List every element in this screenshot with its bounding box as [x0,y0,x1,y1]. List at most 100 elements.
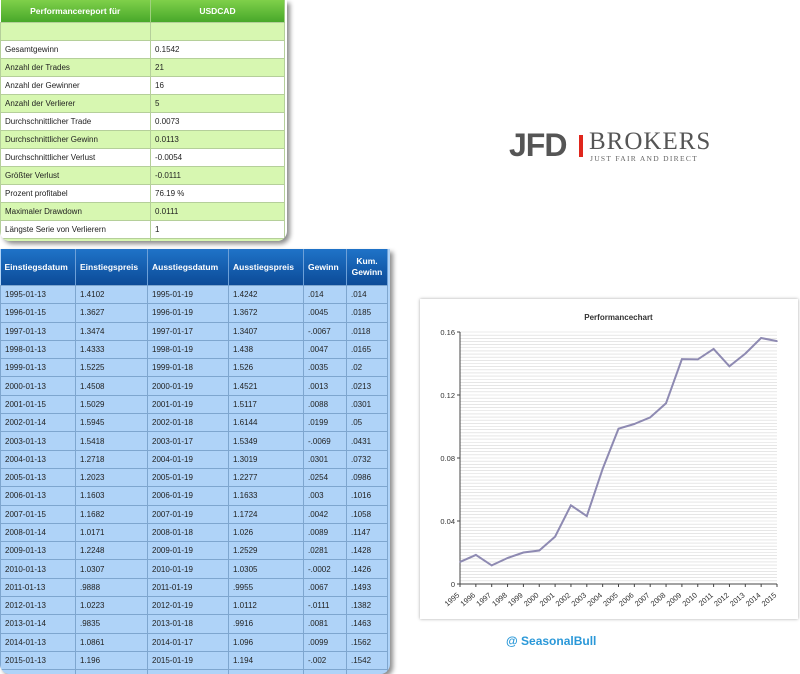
cumulative-profit-cell: .1382 [346,596,388,616]
data-point [617,427,620,430]
summary-value: 0.0073 [150,112,285,131]
cumulative-profit-cell: .0185 [346,303,388,323]
x-tick-label: 2008 [649,591,668,609]
exit-date-cell: 1995-01-19 [147,284,229,305]
exit-date-cell: 2003-01-17 [147,431,229,451]
summary-row: Prozent profitabel 76.19 % [0,184,285,203]
cumulative-profit-cell: .1058 [346,504,388,524]
data-point [459,561,461,563]
exit-date-cell: 1997-01-17 [147,321,229,341]
summary-row: Anzahl der Verlierer 5 [0,94,285,113]
entry-price-cell: .9835 [75,614,148,634]
profit-cell: .0045 [303,303,347,323]
table-row: 2006-01-13 1.1603 2006-01-19 1.1633.003.101… [0,486,388,506]
entry-price-cell: 1.2023 [75,467,148,488]
x-tick-label: 2003 [570,591,589,609]
column-header-exit-date: Ausstiegsdatum [147,249,229,286]
entry-price-cell: 1.3627 [75,303,148,323]
exit-price-cell: 1.4242 [228,284,304,305]
table-row: 2013-01-14.9835 2013-01-18.9916.0081.1463 [0,614,388,634]
summary-value: 76.19 % [150,184,285,203]
exit-price-cell: 1.5117 [228,394,304,415]
profit-cell: .0067 [303,577,347,598]
entry-date-cell: 2000-01-13 [0,376,76,396]
data-point [586,515,588,517]
table-row: 2005-01-13 1.2023 2005-01-19 1.2277.0254.09… [0,467,388,488]
summary-value: 1 [150,220,285,239]
cumulative-profit-cell: .1428 [346,541,388,561]
entry-price-cell: 1.1603 [75,486,148,506]
exit-date-cell: 2006-01-19 [147,486,229,506]
column-header-entry-date: Einstiegsdatum [0,249,76,286]
summary-label: Anzahl der Gewinner [0,76,151,95]
entry-price-cell: 1.3474 [75,321,148,341]
cumulative-profit-cell: .1542 [346,650,388,671]
x-tick-label: 2011 [697,591,715,608]
entry-date-cell: 2006-01-13 [0,486,76,506]
table-row: 2001-01-15 1.5029 2001-01-19 1.5117.0088.03… [0,394,388,415]
entry-date-cell: 2013-01-14 [0,614,76,634]
profit-cell: .0042 [303,504,347,524]
table-row: 2004-01-13 1.2718 2004-01-19 1.3019.0301.07… [0,449,388,469]
entry-date-cell: 2009-01-13 [0,541,76,561]
summary-table: Performancereport für USDCAD Gesamtgewin… [0,0,287,241]
cumulative-profit-cell: .1463 [346,614,388,634]
logo-jfd-text: JFD [509,127,567,163]
exit-date-cell: 2010-01-19 [147,559,229,579]
data-point [633,423,636,425]
entry-price-cell: 1.5029 [75,394,148,415]
data-point [665,402,667,405]
table-row: 2009-01-13 1.2248 2009-01-19 1.2529.0281.14… [0,541,388,561]
x-tick-label: 1996 [459,591,478,609]
entry-price-cell: 1.0223 [75,596,148,616]
entry-date-cell: 1999-01-13 [0,358,76,378]
summary-value: 16 [150,76,285,95]
table-row: 2011-01-13.9888 2011-01-19.9955.0067.1493 [0,577,388,598]
profit-cell: .003 [303,486,347,506]
x-tick-label: 2009 [665,591,684,609]
entry-price-cell: 1.0171 [75,522,148,543]
table-row: 2012-01-13 1.0223 2012-01-19 1.0112 -.0111.1… [0,596,388,616]
entry-price-cell: 1.4333 [75,339,148,360]
x-tick-label: 2005 [601,591,620,609]
credit-text: @ SeasonalBull [506,634,597,648]
summary-label: Größter Verlust [0,166,151,185]
cumulative-profit-cell: .0118 [346,321,388,341]
data-point [475,554,477,556]
exit-price-cell: 1.0305 [228,559,304,579]
exit-price-cell: 1.2529 [228,541,304,561]
data-point [696,358,699,361]
summary-value [150,238,285,241]
summary-label: Anzahl der Trades [0,58,151,77]
exit-price-cell: 1.5349 [228,431,304,451]
entry-date-cell: 1995-01-13 [0,284,76,305]
summary-label: Anzahl der Verlierer [0,94,151,113]
summary-header-symbol: USDCAD [150,0,285,23]
cumulative-profit-cell: .0165 [346,339,388,360]
entry-date-cell: 2014-01-13 [0,632,76,652]
entry-date-cell: 2004-01-13 [0,449,76,469]
profit-cell: -.0111 [303,596,347,616]
summary-label: Gesamtgewinn [0,40,151,59]
entry-date-cell [0,669,76,674]
cumulative-profit-cell: .0431 [346,431,388,451]
profit-cell: -.002 [303,650,347,671]
exit-date-cell: 2001-01-19 [147,394,229,415]
x-tick-label: 1995 [443,591,462,609]
entry-date-cell: 1997-01-13 [0,321,76,341]
data-point [522,551,525,554]
y-tick-label: 0.12 [440,391,455,400]
x-tick-label: 2000 [522,591,541,609]
data-point [760,337,762,339]
summary-value: -0.0111 [150,166,285,185]
summary-label: Durchschnittlicher Verlust [0,148,151,167]
y-tick-label: 0.08 [440,454,455,463]
cumulative-profit-cell: .0732 [346,449,388,469]
entry-date-cell: 2010-01-13 [0,559,76,579]
x-tick-label: 2004 [585,591,604,609]
x-tick-label: 2006 [617,591,636,609]
cumulative-profit-cell: .1562 [346,632,388,652]
table-row: 1998-01-13 1.4333 1998-01-19 1.438.0047.016… [0,339,388,360]
exit-date-cell [147,669,229,674]
cumulative-profit-cell [346,669,388,674]
